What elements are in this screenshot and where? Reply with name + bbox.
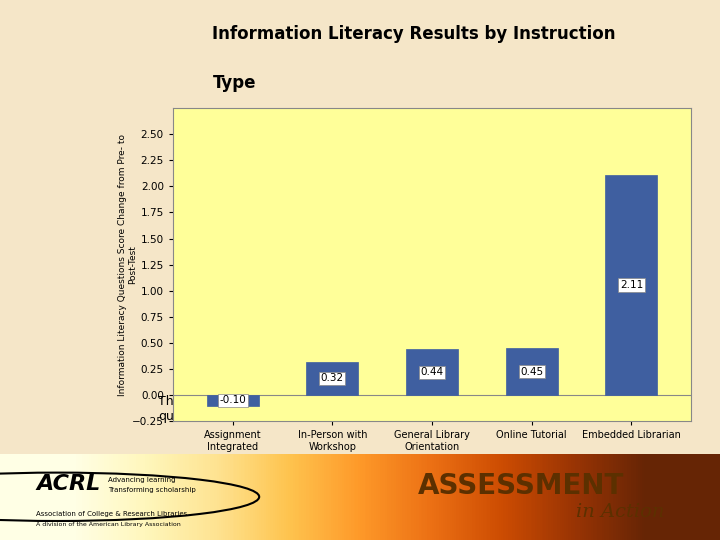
Bar — [406, 349, 458, 395]
Text: ASSESSMENT: ASSESSMENT — [418, 472, 624, 501]
Text: -0.10: -0.10 — [220, 395, 246, 406]
Bar — [505, 348, 557, 395]
Text: 0.45: 0.45 — [520, 367, 544, 376]
Text: in Action: in Action — [576, 503, 665, 521]
Text: 0.44: 0.44 — [420, 367, 444, 377]
Text: A division of the American Library Association: A division of the American Library Assoc… — [36, 522, 181, 527]
Text: Association of College & Research Libraries: Association of College & Research Librar… — [36, 511, 187, 517]
Y-axis label: Information Literacy Questions Score Change from Pre- to
Post-Test: Information Literacy Questions Score Cha… — [118, 133, 138, 396]
Text: Type: Type — [212, 74, 256, 92]
Bar — [307, 362, 359, 395]
Bar — [207, 395, 258, 406]
Text: The change between pre- & post-test out of the 10 information literacy
questions: The change between pre- & post-test out … — [158, 395, 604, 423]
Text: Information Literacy Results by Instruction: Information Literacy Results by Instruct… — [212, 25, 616, 43]
Text: 0.32: 0.32 — [320, 373, 344, 383]
Text: 2.11: 2.11 — [620, 280, 643, 290]
Bar — [606, 175, 657, 395]
Text: Advancing learning: Advancing learning — [108, 476, 176, 483]
Text: Transforming scholarship: Transforming scholarship — [108, 487, 196, 493]
Text: ACRL: ACRL — [36, 474, 100, 494]
